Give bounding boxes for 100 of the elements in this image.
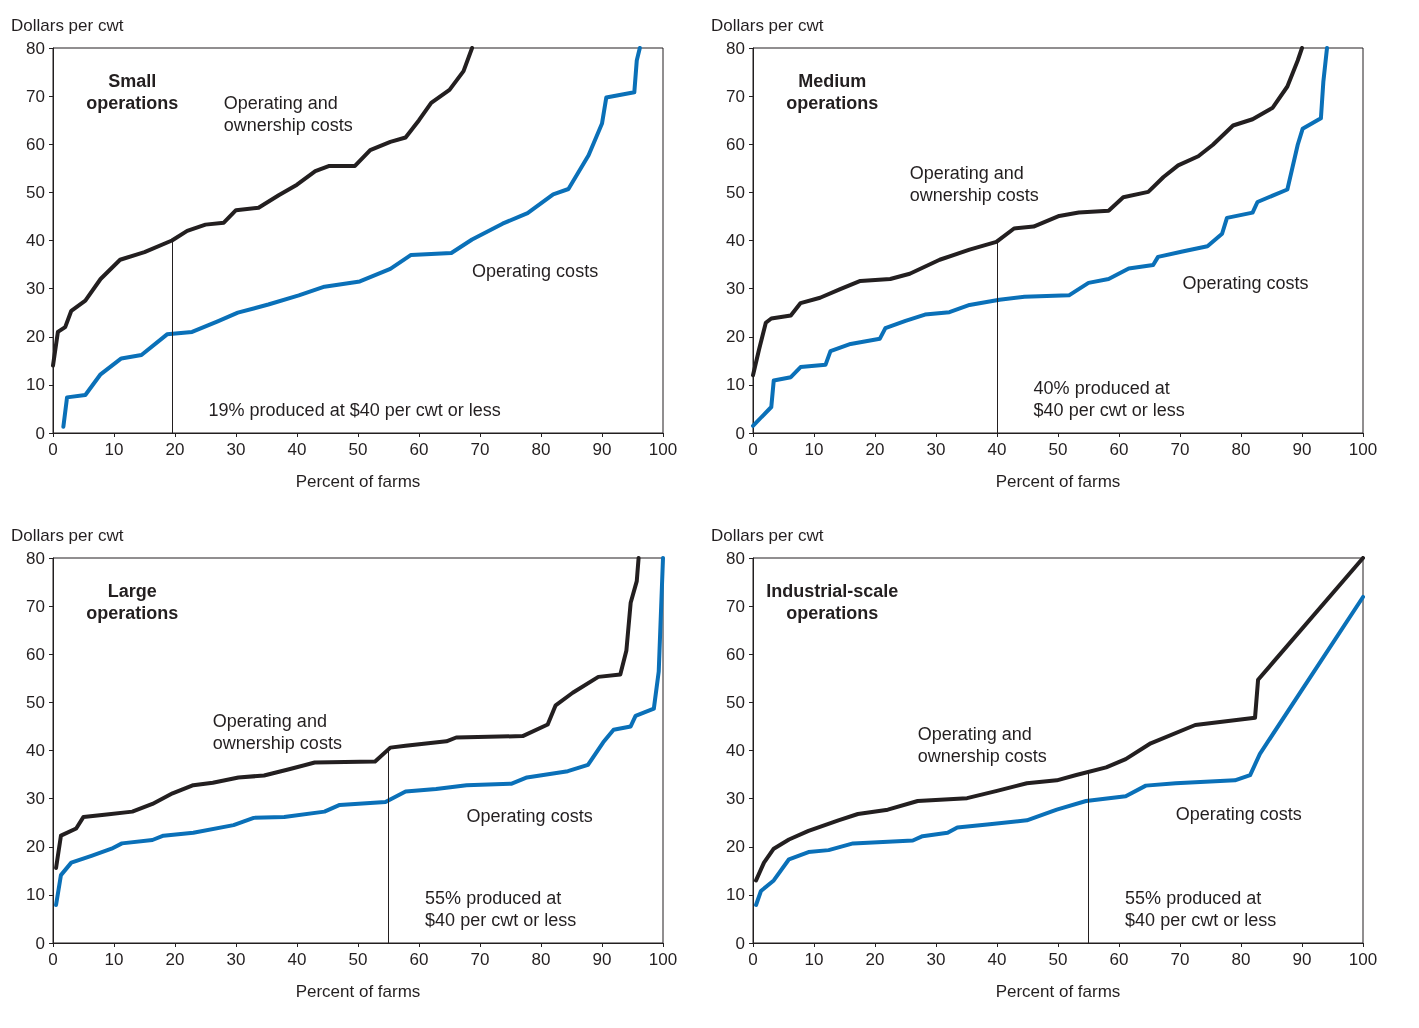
y-tick-label: 20 xyxy=(26,327,45,347)
y-tick-label: 60 xyxy=(726,644,745,664)
x-tick-label: 0 xyxy=(748,440,758,459)
x-tick-label: 60 xyxy=(1109,440,1129,459)
x-tick-label: 40 xyxy=(287,440,307,459)
annotation: 55% produced at $40 per cwt or less xyxy=(1125,888,1277,930)
text: Medium operations xyxy=(786,71,879,113)
text: Small operations xyxy=(86,71,179,113)
y-tick-label: 0 xyxy=(735,933,745,953)
x-tick-label: 70 xyxy=(470,950,490,969)
series-label: Operating costs xyxy=(466,806,593,827)
y-axis-title: Dollars per cwt xyxy=(711,526,824,545)
series-label: Operating and ownership costs xyxy=(212,710,342,753)
y-tick-label: 20 xyxy=(726,327,745,347)
x-axis-title: Percent of farms xyxy=(295,472,421,491)
y-tick-label: 10 xyxy=(26,885,45,905)
y-tick-label: 10 xyxy=(26,375,45,395)
y-tick-label: 40 xyxy=(26,741,45,760)
y-tick-label: 40 xyxy=(726,741,745,760)
text: Industrial-scale operations xyxy=(766,581,899,623)
annotation: 40% produced at $40 per cwt or less xyxy=(1033,378,1185,420)
series-label: Operating costs xyxy=(1175,804,1302,825)
y-tick-label: 70 xyxy=(726,596,745,616)
x-tick-label: 50 xyxy=(1048,950,1068,969)
annotation: 55% produced at $40 per cwt or less xyxy=(425,888,577,930)
y-tick-label: 70 xyxy=(26,596,45,616)
text: Large operations xyxy=(86,581,179,623)
series-label: Operating costs xyxy=(472,260,599,281)
y-tick-label: 80 xyxy=(726,38,745,58)
x-tick-label: 10 xyxy=(804,440,824,459)
x-tick-label: 40 xyxy=(987,950,1007,969)
y-tick-label: 50 xyxy=(26,692,45,712)
y-axis-title: Dollars per cwt xyxy=(711,16,824,35)
y-tick-label: 50 xyxy=(726,182,745,202)
x-tick-label: 90 xyxy=(592,440,612,459)
y-tick-label: 60 xyxy=(726,134,745,154)
x-tick-label: 30 xyxy=(926,950,946,969)
x-tick-label: 10 xyxy=(104,440,124,459)
y-tick-label: 40 xyxy=(26,231,45,250)
x-tick-label: 60 xyxy=(409,440,429,459)
y-tick-label: 0 xyxy=(35,933,45,953)
x-tick-label: 10 xyxy=(804,950,824,969)
x-tick-label: 90 xyxy=(1292,440,1312,459)
x-tick-label: 50 xyxy=(348,440,368,459)
x-tick-label: 0 xyxy=(748,950,758,969)
x-tick-label: 10 xyxy=(104,950,124,969)
x-tick-label: 0 xyxy=(48,950,58,969)
x-tick-label: 100 xyxy=(648,440,678,459)
x-tick-label: 70 xyxy=(470,440,490,459)
series-label: Operating and ownership costs xyxy=(917,723,1047,766)
y-tick-label: 80 xyxy=(26,548,45,568)
x-tick-label: 100 xyxy=(1348,440,1378,459)
y-tick-label: 20 xyxy=(726,837,745,857)
x-tick-label: 20 xyxy=(865,950,885,969)
y-tick-label: 30 xyxy=(26,789,45,809)
series-label: Operating and ownership costs xyxy=(223,93,353,136)
y-tick-label: 30 xyxy=(726,279,745,299)
y-axis-title: Dollars per cwt xyxy=(11,526,124,545)
y-tick-label: 30 xyxy=(726,789,745,809)
x-tick-label: 30 xyxy=(226,950,246,969)
y-tick-label: 10 xyxy=(726,375,745,395)
x-tick-label: 90 xyxy=(592,950,612,969)
x-tick-label: 100 xyxy=(648,950,678,969)
x-tick-label: 80 xyxy=(531,440,551,459)
y-tick-label: 10 xyxy=(726,885,745,905)
y-tick-label: 30 xyxy=(26,279,45,299)
x-tick-label: 20 xyxy=(165,950,185,969)
y-tick-label: 50 xyxy=(26,182,45,202)
x-tick-label: 20 xyxy=(165,440,185,459)
x-tick-label: 30 xyxy=(226,440,246,459)
x-tick-label: 30 xyxy=(926,440,946,459)
y-tick-label: 80 xyxy=(726,548,745,568)
x-tick-label: 40 xyxy=(287,950,307,969)
y-tick-label: 40 xyxy=(726,231,745,250)
x-tick-label: 100 xyxy=(1348,950,1378,969)
y-tick-label: 50 xyxy=(726,692,745,712)
x-tick-label: 50 xyxy=(348,950,368,969)
x-tick-label: 90 xyxy=(1292,950,1312,969)
x-tick-label: 50 xyxy=(1048,440,1068,459)
x-axis-title: Percent of farms xyxy=(995,982,1121,1001)
series-label: Operating costs xyxy=(1182,272,1309,293)
x-tick-label: 70 xyxy=(1170,440,1190,459)
x-tick-label: 60 xyxy=(1109,950,1129,969)
x-tick-label: 80 xyxy=(531,950,551,969)
x-tick-label: 80 xyxy=(1231,950,1251,969)
x-axis-title: Percent of farms xyxy=(295,982,421,1001)
y-tick-label: 70 xyxy=(726,86,745,106)
x-tick-label: 0 xyxy=(48,440,58,459)
x-tick-label: 40 xyxy=(987,440,1007,459)
y-tick-label: 70 xyxy=(26,86,45,106)
x-axis-title: Percent of farms xyxy=(995,472,1121,491)
y-tick-label: 80 xyxy=(26,38,45,58)
y-tick-label: 0 xyxy=(735,423,745,443)
x-tick-label: 60 xyxy=(409,950,429,969)
annotation: 19% produced at $40 per cwt or less xyxy=(208,400,501,420)
series-label: Operating and ownership costs xyxy=(909,163,1039,206)
y-tick-label: 0 xyxy=(35,423,45,443)
x-tick-label: 20 xyxy=(865,440,885,459)
y-tick-label: 60 xyxy=(26,644,45,664)
y-tick-label: 60 xyxy=(26,134,45,154)
